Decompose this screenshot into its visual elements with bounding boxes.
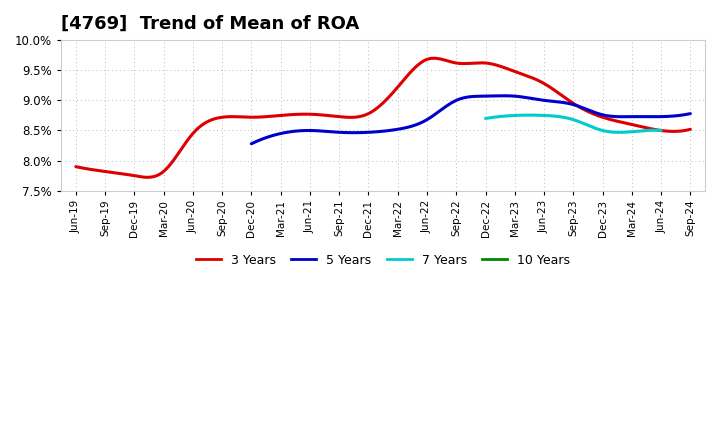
Legend: 3 Years, 5 Years, 7 Years, 10 Years: 3 Years, 5 Years, 7 Years, 10 Years <box>192 249 575 272</box>
Text: [4769]  Trend of Mean of ROA: [4769] Trend of Mean of ROA <box>61 15 359 33</box>
